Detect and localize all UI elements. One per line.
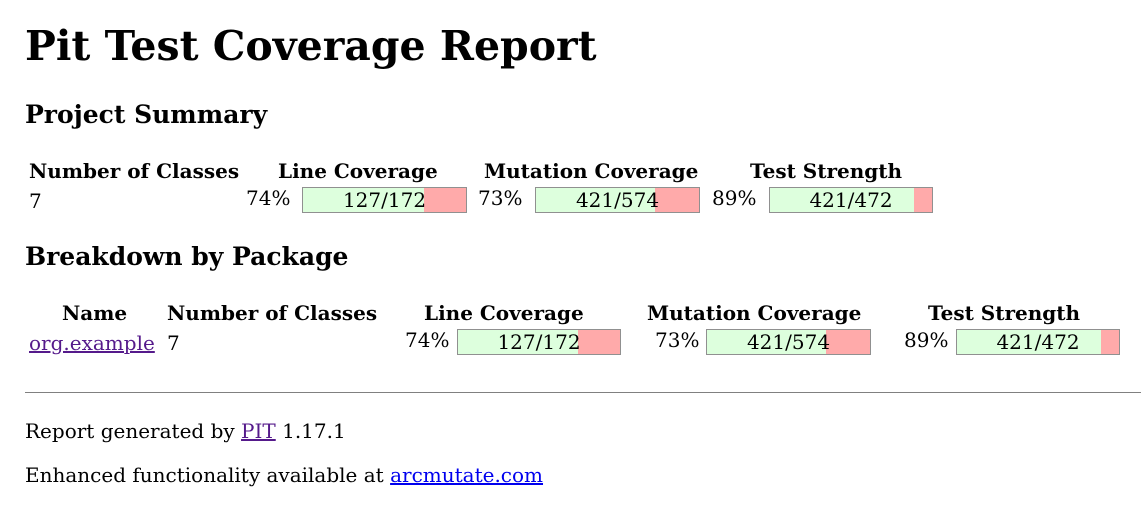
pit-link[interactable]: PIT xyxy=(241,419,276,443)
enhanced-functionality-line: Enhanced functionality available at arcm… xyxy=(25,463,543,487)
package-line-coverage-bar: 127/172 xyxy=(457,329,621,355)
page-title: Pit Test Coverage Report xyxy=(25,22,597,70)
summary-header-classes: Number of Classes xyxy=(29,159,240,183)
generated-by-text: Report generated by xyxy=(25,419,235,443)
package-classes-value: 7 xyxy=(167,331,180,355)
arcmutate-link[interactable]: arcmutate.com xyxy=(390,463,544,487)
package-mutation-coverage-fill xyxy=(707,330,826,354)
footer-divider xyxy=(25,392,1141,393)
summary-strength-percent: 89% xyxy=(712,186,757,210)
package-strength-percent: 89% xyxy=(904,328,949,352)
breakdown-header-name: Name xyxy=(62,301,128,325)
enhanced-functionality-text: Enhanced functionality available at xyxy=(25,463,384,487)
breakdown-header-line-coverage: Line Coverage xyxy=(424,301,584,325)
summary-line-coverage-bar: 127/172 xyxy=(302,187,467,213)
table-row: org.example xyxy=(29,331,155,355)
summary-mutation-coverage-label: 421/574 xyxy=(575,188,660,212)
summary-mutation-coverage-bar: 421/574 xyxy=(535,187,700,213)
package-test-strength-fill xyxy=(957,330,1102,354)
generated-by-line: Report generated by PIT 1.17.1 xyxy=(25,419,346,443)
summary-line-coverage-label: 127/172 xyxy=(342,188,427,212)
package-mutation-percent: 73% xyxy=(655,328,700,352)
summary-mutation-coverage-fill xyxy=(536,188,655,212)
package-line-percent: 74% xyxy=(405,328,450,352)
summary-classes-value: 7 xyxy=(29,189,42,213)
package-mutation-coverage-label: 421/574 xyxy=(746,330,831,354)
summary-header-test-strength: Test Strength xyxy=(750,159,903,183)
breakdown-header-mutation-coverage: Mutation Coverage xyxy=(647,301,862,325)
package-mutation-coverage-bar: 421/574 xyxy=(706,329,871,355)
package-test-strength-label: 421/472 xyxy=(996,330,1080,354)
package-link-org-example[interactable]: org.example xyxy=(29,331,155,355)
breakdown-header-test-strength: Test Strength xyxy=(928,301,1081,325)
summary-test-strength-bar: 421/472 xyxy=(769,187,933,213)
summary-header-line-coverage: Line Coverage xyxy=(278,159,438,183)
project-summary-heading: Project Summary xyxy=(25,100,268,129)
pit-version: 1.17.1 xyxy=(282,419,346,443)
package-line-coverage-label: 127/172 xyxy=(497,330,581,354)
summary-mutation-percent: 73% xyxy=(478,186,523,210)
breakdown-header-classes: Number of Classes xyxy=(167,301,378,325)
summary-line-percent: 74% xyxy=(246,186,291,210)
summary-line-coverage-fill xyxy=(303,188,424,212)
package-line-coverage-fill xyxy=(458,330,578,354)
package-test-strength-bar: 421/472 xyxy=(956,329,1120,355)
summary-test-strength-label: 421/472 xyxy=(809,188,893,212)
summary-test-strength-fill xyxy=(770,188,915,212)
summary-header-mutation-coverage: Mutation Coverage xyxy=(484,159,699,183)
breakdown-heading: Breakdown by Package xyxy=(25,242,349,271)
